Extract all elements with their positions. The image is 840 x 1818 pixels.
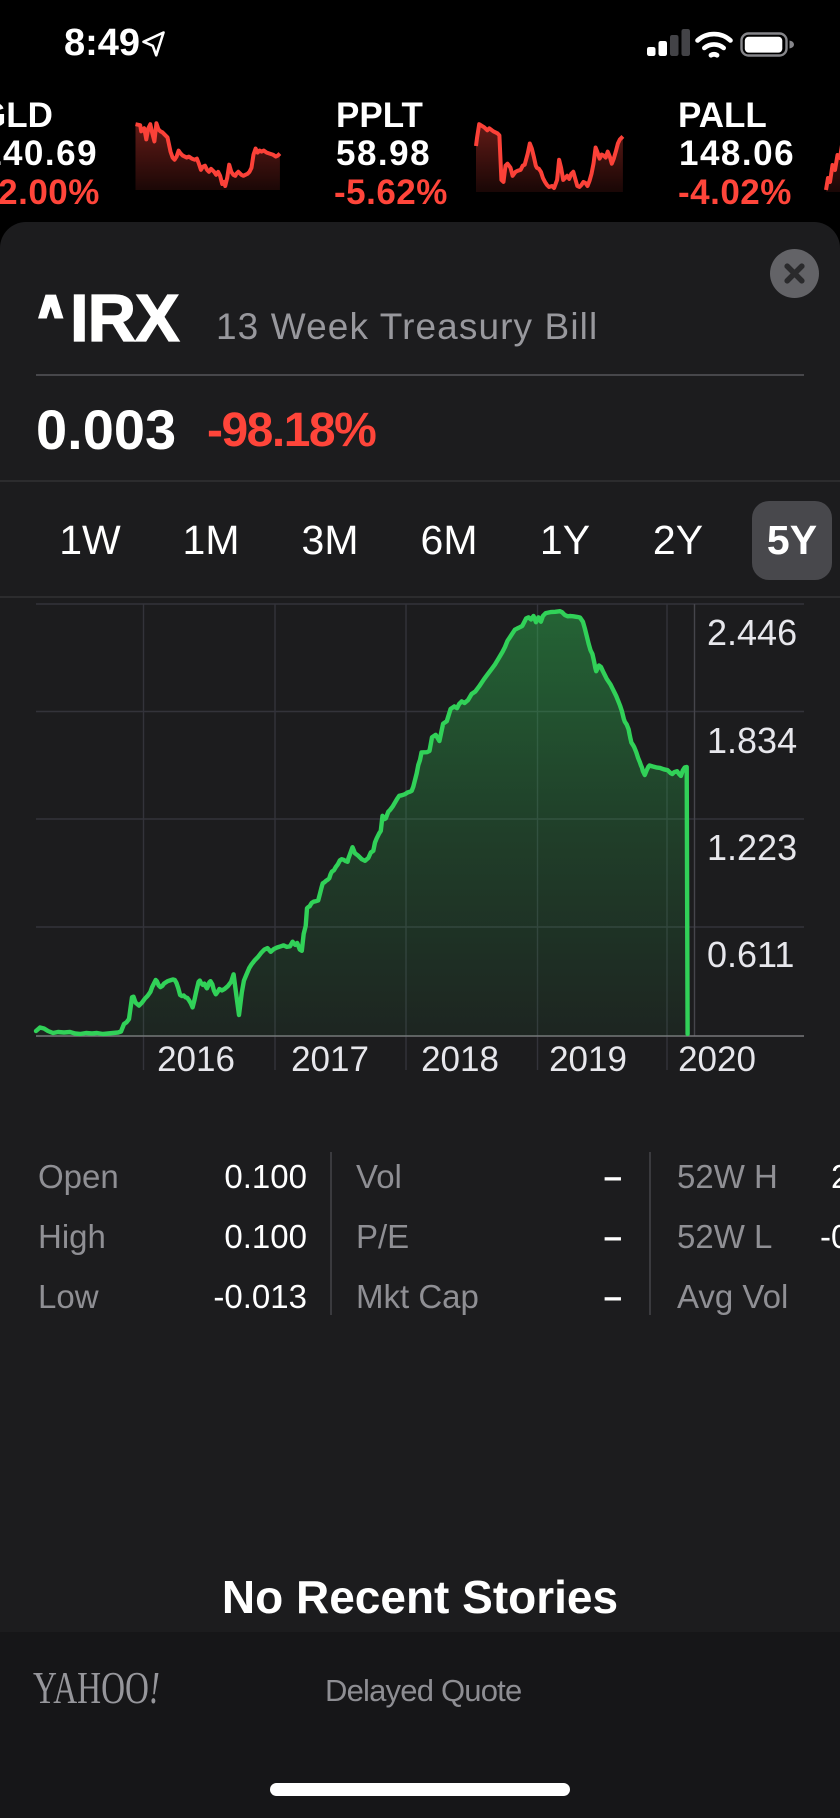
- svg-text:2018: 2018: [421, 1040, 499, 1079]
- svg-text:0.611: 0.611: [707, 934, 794, 975]
- svg-text:2.446: 2.446: [707, 612, 797, 653]
- svg-text:2020: 2020: [678, 1040, 756, 1079]
- svg-text:2016: 2016: [157, 1040, 235, 1079]
- svg-text:2019: 2019: [549, 1040, 627, 1079]
- svg-text:1.834: 1.834: [707, 720, 797, 761]
- svg-text:2017: 2017: [291, 1040, 369, 1079]
- svg-text:1.223: 1.223: [707, 827, 797, 868]
